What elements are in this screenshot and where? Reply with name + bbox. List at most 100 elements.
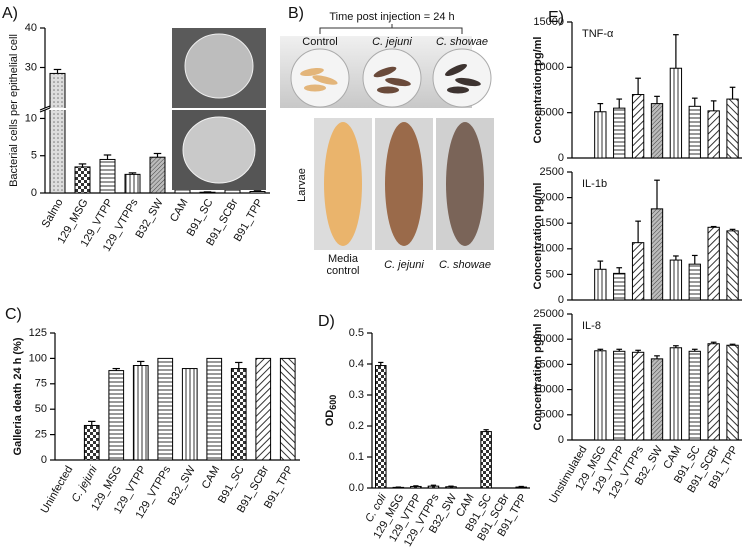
y-tick-label: 1000 bbox=[540, 243, 564, 255]
error-bar bbox=[483, 429, 489, 432]
bar bbox=[49, 72, 66, 194]
break-mark bbox=[39, 107, 51, 113]
bar bbox=[669, 67, 683, 159]
bar bbox=[249, 191, 266, 194]
error-bar bbox=[616, 267, 623, 274]
y-tick-label: 0 bbox=[31, 187, 37, 199]
y-tick-label: 25000 bbox=[533, 308, 564, 320]
bar bbox=[631, 242, 645, 301]
error-bar bbox=[710, 225, 717, 228]
error-bar bbox=[673, 255, 679, 261]
bar bbox=[669, 347, 683, 441]
y-tick-label: 500 bbox=[546, 268, 564, 280]
panel-label: A) bbox=[2, 5, 18, 22]
top-label: Control bbox=[302, 36, 337, 48]
bar bbox=[707, 343, 720, 441]
y-tick-label: 2500 bbox=[540, 166, 564, 178]
error-bar bbox=[729, 343, 736, 346]
error-bar bbox=[635, 77, 641, 95]
error-bar bbox=[128, 172, 137, 175]
error-bar bbox=[635, 220, 641, 243]
error-bar bbox=[597, 348, 604, 351]
error-bar bbox=[597, 260, 604, 270]
error-bar bbox=[235, 361, 243, 369]
error-bar bbox=[673, 345, 679, 348]
bar bbox=[230, 368, 247, 461]
error-bar bbox=[654, 355, 660, 359]
y-tick-label: 1500 bbox=[540, 217, 564, 229]
bar bbox=[669, 259, 683, 301]
error-bar bbox=[78, 163, 87, 167]
chart-title: TNF-α bbox=[582, 28, 614, 40]
y-tick-label: 0 bbox=[558, 434, 564, 446]
bar bbox=[108, 370, 125, 461]
larvae-group bbox=[445, 64, 481, 94]
y-tick-label: 0 bbox=[558, 294, 564, 306]
error-bar bbox=[710, 341, 717, 344]
error-bar bbox=[729, 86, 736, 100]
panel-label: E) bbox=[548, 9, 564, 26]
y-tick-label: 125 bbox=[29, 327, 47, 339]
bar bbox=[707, 226, 720, 301]
y-tick-label: 0.1 bbox=[349, 451, 364, 463]
y-tick-label: 5000 bbox=[540, 107, 564, 119]
y-axis-label-text: Concentration pg/ml bbox=[532, 324, 544, 431]
chart-title: IL-8 bbox=[582, 320, 601, 332]
bar bbox=[149, 156, 166, 194]
error-bar bbox=[53, 68, 62, 74]
bracket bbox=[319, 24, 463, 34]
bar bbox=[726, 230, 739, 301]
bar bbox=[707, 110, 720, 159]
bar bbox=[255, 357, 272, 461]
error-bar bbox=[729, 228, 736, 231]
error-bar bbox=[448, 485, 454, 487]
y-tick-label: 0 bbox=[41, 454, 47, 466]
bar bbox=[631, 351, 645, 441]
bar bbox=[375, 365, 387, 489]
sem-cell bbox=[184, 33, 254, 99]
y-tick-label: 5000 bbox=[540, 409, 564, 421]
y-tick-label: 10000 bbox=[533, 384, 564, 396]
bar bbox=[206, 357, 223, 461]
x-tick-label: Uninfected bbox=[39, 464, 76, 516]
bar bbox=[688, 263, 701, 301]
x-tick-label: CAM bbox=[168, 197, 191, 224]
error-bar bbox=[430, 484, 437, 487]
error-bar bbox=[253, 190, 262, 192]
error-bar bbox=[691, 97, 698, 107]
y-axis-label-text: OD bbox=[324, 410, 336, 427]
panel-b: B) Time post injection = 24 h Control C.… bbox=[280, 5, 494, 277]
error-bar bbox=[673, 34, 679, 69]
larvae-group bbox=[300, 67, 338, 92]
axis-break bbox=[37, 108, 70, 110]
y-tick-label: 0.2 bbox=[349, 420, 364, 432]
bar bbox=[594, 111, 607, 159]
y-tick-label: 0.5 bbox=[349, 327, 364, 339]
bottom-label: Media bbox=[328, 253, 359, 265]
sem-images bbox=[172, 28, 266, 190]
y-tick-label: 15000 bbox=[533, 16, 564, 28]
chart-title: IL-1b bbox=[582, 178, 607, 190]
error-bar bbox=[691, 348, 698, 352]
bottom-label: control bbox=[326, 265, 359, 277]
y-tick-label: 0 bbox=[558, 152, 564, 164]
larvae-group bbox=[373, 66, 411, 94]
y-tick-label: 30 bbox=[25, 61, 37, 73]
bar bbox=[224, 189, 241, 194]
sem-cell bbox=[182, 116, 256, 184]
bar bbox=[157, 357, 174, 461]
bar bbox=[410, 485, 422, 489]
bar bbox=[515, 486, 527, 489]
error-bar bbox=[616, 98, 623, 109]
error-bar bbox=[518, 485, 524, 488]
error-bar bbox=[597, 102, 604, 112]
error-bar bbox=[137, 360, 145, 366]
y-tick-label: 20000 bbox=[533, 333, 564, 345]
y-axis-label: OD600 bbox=[324, 395, 338, 427]
error-bar bbox=[710, 100, 717, 111]
top-label: C. jejuni bbox=[372, 36, 412, 48]
bar bbox=[279, 357, 296, 461]
bar bbox=[594, 268, 607, 301]
y-tick-label: 10000 bbox=[533, 61, 564, 73]
